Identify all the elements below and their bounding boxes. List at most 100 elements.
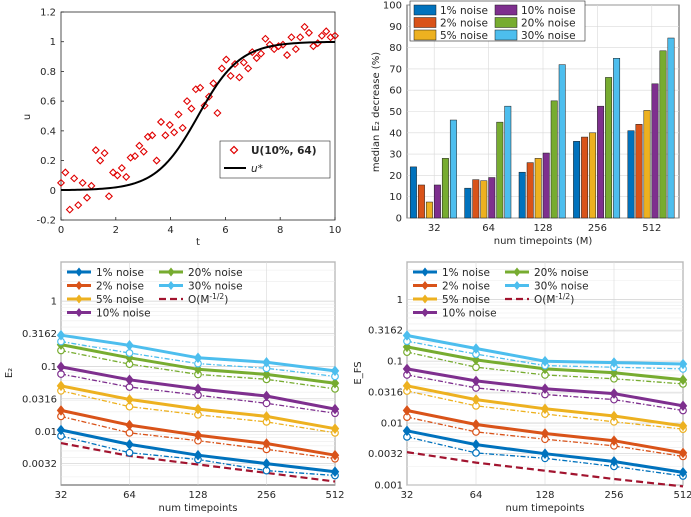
x-tick-label: 64: [123, 490, 136, 501]
true-solution-line: [60, 40, 336, 192]
data-point: [78, 178, 87, 187]
data-point: [156, 117, 166, 126]
data-point: [87, 181, 96, 190]
data-point: [296, 33, 305, 42]
x-tick-label: 32: [55, 490, 68, 501]
legend-marker-icon: [167, 267, 175, 277]
data-point: [283, 51, 292, 60]
legend-label: 30% noise: [534, 281, 589, 293]
y-tick-label: 0: [50, 186, 56, 197]
data-point: [161, 131, 170, 140]
data-point: [100, 149, 109, 158]
reference-label-exponent: -1/2: [555, 292, 570, 301]
data-point: [261, 34, 270, 43]
solid-marker: [678, 467, 688, 478]
solid-marker: [609, 357, 619, 368]
y-tick-label: 1: [397, 295, 403, 306]
solid-marker: [56, 405, 66, 416]
bar: [542, 152, 550, 219]
solid-marker: [540, 448, 550, 460]
y-tick-label: 90: [389, 22, 402, 33]
legend-marker-icon: [513, 267, 521, 277]
legend-label: 5% noise: [440, 30, 488, 42]
x-tick-label: 256: [257, 490, 276, 501]
solid-marker: [609, 435, 619, 446]
bar: [534, 158, 542, 219]
data-point: [91, 146, 100, 155]
bar: [464, 187, 472, 219]
solid-marker: [540, 428, 550, 439]
data-point: [213, 108, 222, 118]
y-tick-label: 0.2: [40, 156, 56, 167]
solid-marker: [56, 380, 66, 392]
solid-marker: [471, 343, 481, 354]
solid-marker: [471, 375, 481, 387]
data-point: [287, 33, 296, 42]
data-point: [252, 54, 261, 63]
y-axis-label: u: [22, 114, 33, 120]
bar: [433, 184, 441, 219]
bar: [581, 136, 589, 219]
data-point: [96, 156, 105, 165]
data-point: [139, 147, 148, 156]
solid-marker: [193, 430, 203, 441]
solid-marker: [262, 458, 271, 469]
x-tick-label: 512: [642, 223, 661, 234]
y-tick-label: 0.01: [35, 427, 57, 438]
solid-marker: [330, 449, 340, 461]
panel-efs-convergence: 32 64 128 256 512 0.001 0.0032 0.01 0.0316 0.1 0.3…: [353, 261, 691, 514]
y-tick-label: 1.2: [40, 8, 56, 19]
bar: [504, 105, 512, 219]
solid-marker: [193, 352, 203, 364]
x-axis-label: num timepoints: [506, 503, 585, 514]
y-tick-label: 80: [389, 43, 402, 54]
x-tick-label: 64: [482, 223, 495, 234]
solid-marker: [125, 419, 134, 431]
reference-label-main: O(M: [534, 294, 555, 306]
y-tick-label: 0.0316: [22, 394, 57, 405]
bar: [558, 64, 566, 219]
y-tick-label: 0.0032: [22, 459, 57, 470]
legend-marker-icon: [421, 267, 429, 277]
dashed-marker: [125, 428, 134, 437]
x-tick-label: 6: [222, 225, 228, 236]
legend-marker-icon: [513, 281, 521, 290]
bar: [635, 124, 643, 219]
bar: [597, 105, 605, 219]
bar: [409, 166, 417, 219]
data-point: [122, 172, 131, 181]
solid-marker: [193, 383, 203, 395]
solid-marker: [678, 358, 688, 370]
solid-marker: [540, 403, 550, 415]
bar: [472, 179, 480, 219]
y-tick-label: 0.3162: [368, 326, 403, 337]
solid-marker: [609, 410, 619, 422]
data-point: [170, 128, 179, 137]
solid-marker: [330, 403, 340, 415]
data-point: [235, 73, 244, 82]
dashed-marker: [125, 448, 134, 457]
legend-label: 20% noise: [188, 267, 243, 279]
legend-reference-label: O(M-1/2): [188, 292, 228, 306]
y-axis-label: E_FS: [353, 361, 364, 384]
legend-noisy-label: U(10%, 64): [251, 145, 317, 157]
data-point: [174, 110, 183, 119]
data-point: [239, 58, 248, 67]
solid-marker: [125, 394, 134, 405]
data-point: [222, 55, 231, 64]
legend-label: 5% noise: [96, 294, 144, 306]
legend-label: 2% noise: [442, 281, 490, 293]
data-point: [113, 171, 122, 180]
data-point: [130, 152, 140, 161]
data-point: [300, 22, 309, 31]
bar: [651, 83, 659, 219]
y-tick-label: 20: [389, 171, 402, 182]
x-tick-label: 512: [325, 490, 344, 501]
y-tick-label: 0.1: [41, 362, 57, 373]
reference-label-end: ): [224, 294, 228, 306]
x-tick-label: 10: [329, 225, 342, 236]
x-tick-label: 2: [113, 225, 119, 236]
bar: [480, 180, 488, 219]
